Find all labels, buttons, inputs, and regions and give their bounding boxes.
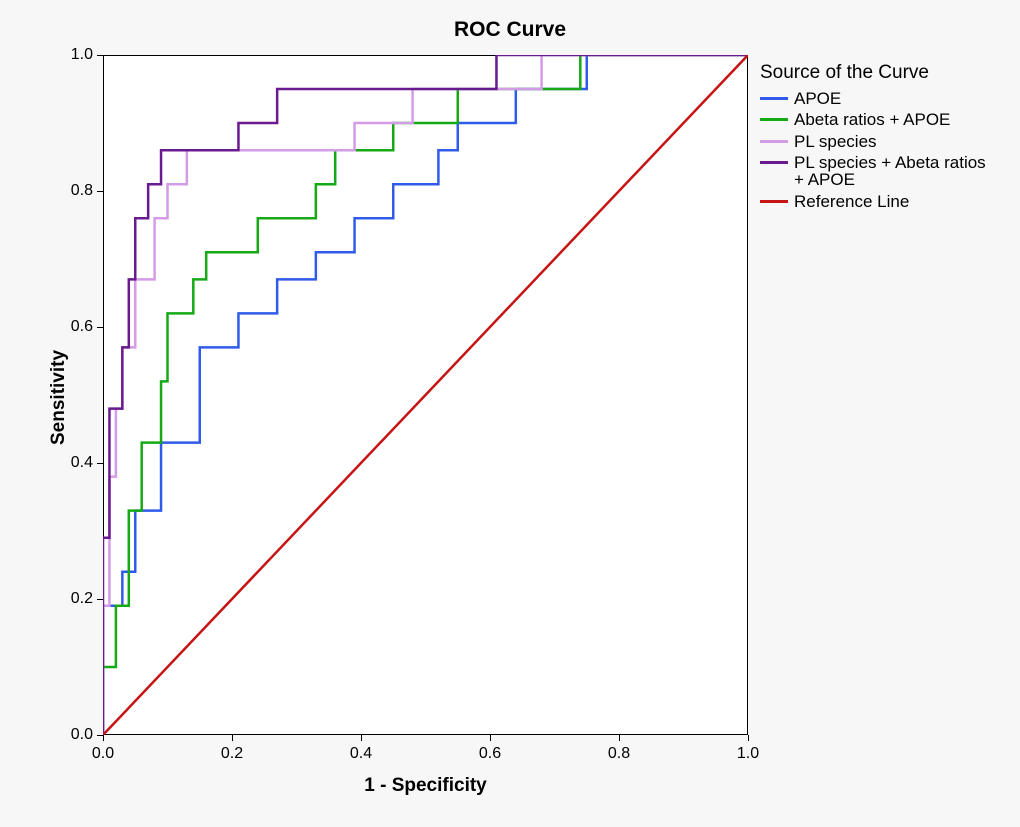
y-axis-label: Sensitivity [48,350,70,445]
x-tick-label: 0.0 [92,745,114,763]
x-tick-label: 0.2 [221,745,243,763]
roc-chart-canvas: { "chart": { "type": "line", "title": "R… [0,0,1020,827]
y-tick [97,463,103,464]
y-tick-label: 0.8 [71,182,93,200]
legend: Source of the Curve APOEAbeta ratios + A… [760,62,986,212]
x-tick-label: 1.0 [737,745,759,763]
legend-title: Source of the Curve [760,62,986,84]
y-tick-label: 0.0 [71,726,93,744]
legend-swatch [760,97,788,100]
legend-swatch [760,118,788,121]
x-tick [748,735,749,741]
legend-label: Abeta ratios + APOE [794,109,950,130]
x-tick [103,735,104,741]
legend-swatch [760,161,788,164]
x-axis-label: 1 - Specificity [103,775,748,797]
y-tick [97,191,103,192]
y-tick [97,55,103,56]
legend-item: Abeta ratios + APOE [760,109,986,130]
x-tick [619,735,620,741]
legend-item: APOE [760,88,986,109]
legend-label-line2: + APOE [794,170,986,190]
y-tick-label: 0.6 [71,318,93,336]
y-tick-label: 0.2 [71,590,93,608]
y-tick [97,735,103,736]
legend-item: PL species [760,131,986,152]
legend-label: PL species [794,131,877,152]
legend-item: Reference Line [760,191,986,212]
x-tick-label: 0.8 [608,745,630,763]
y-tick-label: 1.0 [71,46,93,64]
x-tick-label: 0.4 [350,745,372,763]
legend-label: Reference Line [794,191,909,212]
legend-swatch [760,200,788,203]
y-tick [97,327,103,328]
y-tick-label: 0.4 [71,454,93,472]
x-tick [490,735,491,741]
x-tick-label: 0.6 [479,745,501,763]
x-tick [361,735,362,741]
y-tick [97,599,103,600]
legend-swatch [760,140,788,143]
legend-label: APOE [794,88,841,109]
x-tick [232,735,233,741]
